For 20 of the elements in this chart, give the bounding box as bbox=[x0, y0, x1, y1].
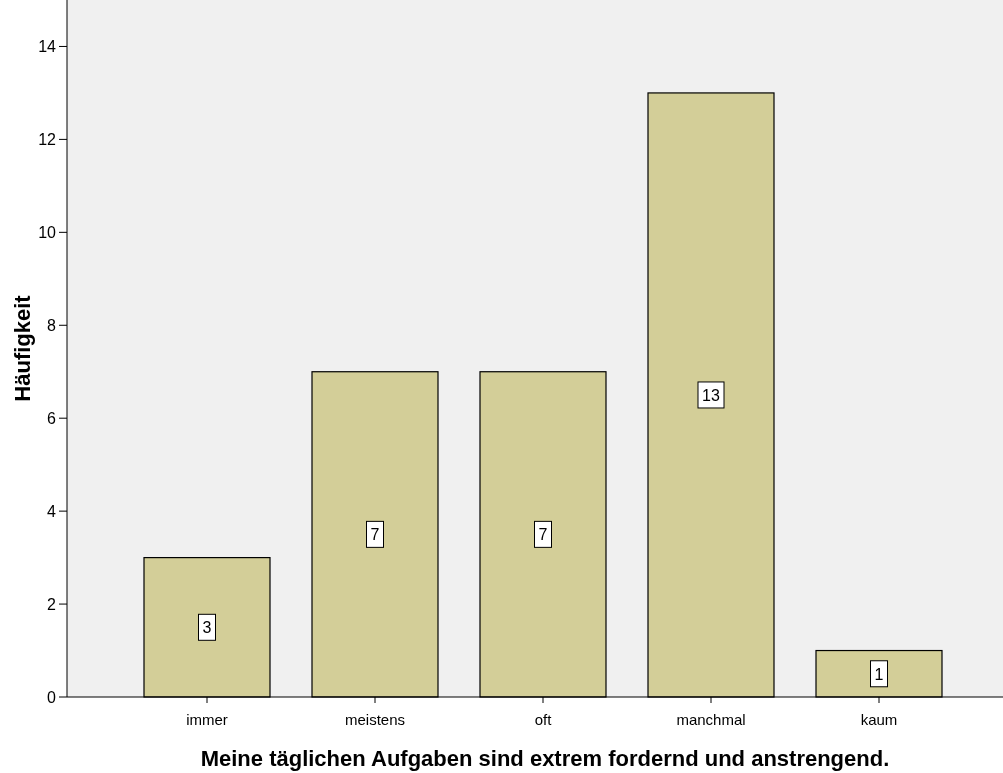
y-tick-label: 12 bbox=[38, 131, 57, 149]
y-tick-label: 4 bbox=[47, 503, 57, 521]
data-label: 13 bbox=[702, 386, 720, 404]
x-tick-label: oft bbox=[534, 711, 553, 728]
y-tick-label: 2 bbox=[47, 596, 57, 614]
data-label: 1 bbox=[874, 665, 884, 683]
y-tick-label: 8 bbox=[47, 317, 57, 335]
y-tick-label: 6 bbox=[47, 410, 57, 428]
data-label: 3 bbox=[202, 619, 212, 637]
x-axis-title: Meine täglichen Aufgaben sind extrem fordernd und anstrengend. bbox=[200, 746, 890, 771]
x-tick-label: meistens bbox=[344, 711, 406, 728]
x-tick-label: manchmal bbox=[676, 711, 746, 728]
data-label: 7 bbox=[370, 526, 380, 544]
y-axis-title: Häufigkeit bbox=[10, 294, 35, 402]
y-tick-label: 14 bbox=[38, 38, 57, 56]
y-tick-label: 0 bbox=[47, 689, 57, 706]
x-tick-label: kaum bbox=[860, 711, 898, 728]
x-tick-label: immer bbox=[186, 711, 228, 728]
data-label: 7 bbox=[538, 526, 548, 544]
y-tick-label: 10 bbox=[38, 224, 57, 242]
